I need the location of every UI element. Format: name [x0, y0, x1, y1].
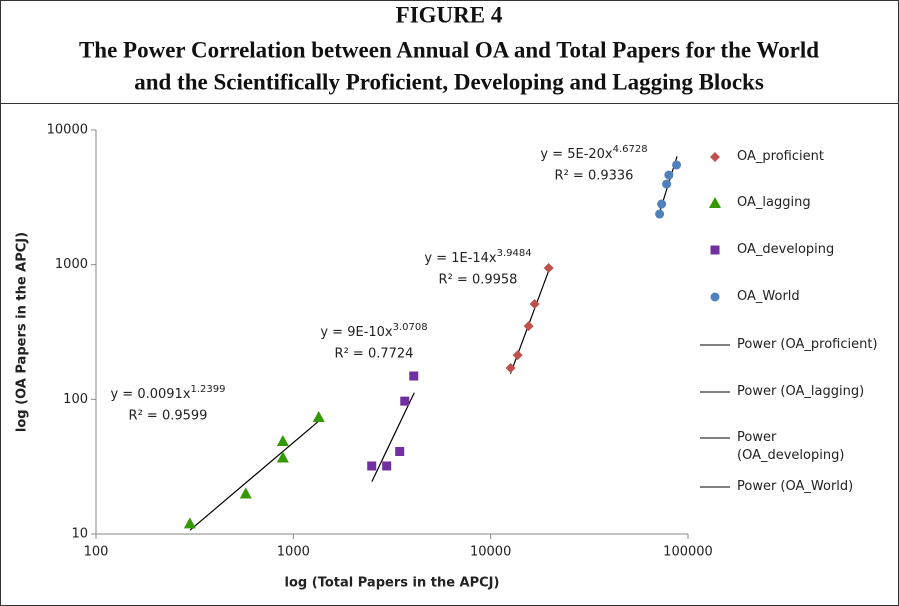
trend-line	[371, 392, 415, 482]
trend-r2: R² = 0.7724	[335, 347, 414, 362]
y-tick-label: 1000	[55, 257, 88, 272]
point	[672, 160, 682, 170]
chart-title: The Power Correlation between Annual OA …	[79, 37, 819, 62]
legend-marker	[709, 197, 721, 208]
legend-label: Power (OA_lagging)	[737, 384, 865, 399]
point	[276, 451, 289, 463]
legend-marker	[710, 152, 720, 162]
equation-exponent: 3.9484	[497, 248, 532, 259]
point	[400, 396, 410, 406]
x-tick-label: 10000	[470, 545, 511, 560]
point	[409, 371, 419, 381]
point	[239, 487, 252, 499]
point	[523, 321, 534, 332]
point	[312, 410, 325, 422]
legend-label: OA_developing	[737, 242, 835, 257]
equation-text: y = 1E-14x	[424, 251, 497, 266]
point	[543, 263, 554, 274]
equation-text: y = 5E-20x	[540, 147, 613, 162]
y-tick-label: 10000	[47, 123, 88, 138]
x-axis-label: log (Total Papers in the APCJ)	[285, 576, 500, 591]
point	[529, 299, 540, 310]
point	[655, 209, 665, 219]
point	[512, 350, 523, 361]
figure-label: FIGURE 4	[396, 2, 503, 27]
trend-r2: R² = 0.9336	[555, 169, 634, 184]
point	[382, 461, 392, 471]
x-tick-label: 1000	[277, 545, 310, 560]
trend-equation: y = 9E-10x3.0708	[320, 322, 427, 340]
chart-title: and the Scientifically Proficient, Devel…	[134, 69, 764, 94]
legend-label: Power (OA_World)	[737, 479, 854, 494]
trend-r2: R² = 0.9599	[129, 409, 208, 424]
point	[395, 446, 405, 456]
trend-equation: y = 0.0091x1.2399	[110, 384, 225, 402]
y-tick-label: 10	[71, 527, 88, 542]
point	[367, 461, 377, 471]
equation-exponent: 1.2399	[191, 384, 226, 395]
legend-label: Power (OA_proficient)	[737, 337, 878, 352]
trend-r2: R² = 0.9958	[439, 273, 518, 288]
trend-equation: y = 5E-20x4.6728	[540, 144, 647, 162]
point	[505, 362, 516, 373]
legend-marker	[710, 245, 720, 255]
legend-label: OA_World	[737, 289, 800, 304]
trend-equation: y = 1E-14x3.9484	[424, 248, 531, 266]
equation-text: y = 9E-10x	[320, 325, 393, 340]
point	[662, 179, 672, 189]
x-tick-label: 100	[84, 545, 109, 560]
point	[276, 435, 289, 447]
y-tick-label: 100	[63, 392, 88, 407]
x-tick-label: 100000	[663, 545, 713, 560]
equation-exponent: 3.0708	[393, 322, 428, 333]
legend-label: OA_lagging	[737, 195, 811, 210]
y-axis-label: log (OA Papers in the APCJ)	[15, 232, 30, 432]
legend-marker	[710, 292, 720, 302]
equation-text: y = 0.0091x	[110, 387, 190, 402]
legend-label: Power (OA_developing)	[737, 430, 845, 463]
point	[664, 170, 674, 180]
point	[657, 199, 667, 209]
point	[183, 517, 196, 529]
equation-exponent: 4.6728	[613, 144, 648, 155]
legend-label: OA_proficient	[737, 149, 824, 164]
trend-line	[189, 420, 320, 531]
